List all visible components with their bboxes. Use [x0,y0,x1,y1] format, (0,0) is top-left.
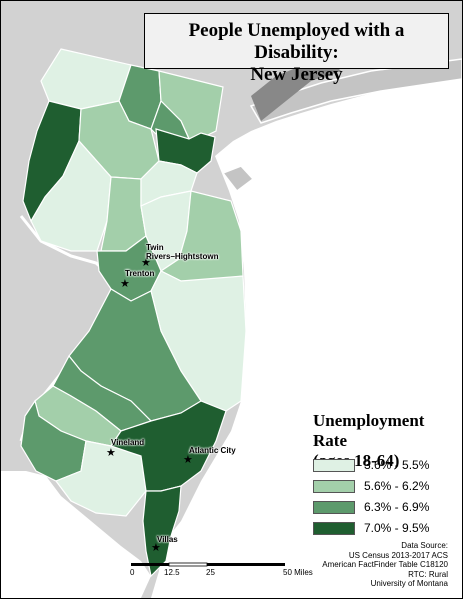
scale-bar-segment [131,563,169,566]
map-title-line2: New Jersey [250,64,343,85]
long-island-land [249,58,462,124]
city-label-villas: Villas [157,535,178,544]
county-sussex [40,48,132,110]
city-label-vineland: Vineland [111,438,145,447]
legend-label: 6.3% - 6.9% [364,500,430,514]
long-island-road [251,61,341,121]
ocean-water [151,71,462,598]
source-line4: RTC: Rural [408,569,448,579]
city-label-atlantic-city: Atlantic City [189,446,236,455]
legend-swatch [313,480,355,493]
city-label-trenton: Trenton [125,269,155,278]
twin-rivers-star-icon: ★ [141,257,151,269]
map-title: People Unemployed with a Disability: New… [144,13,449,85]
trenton-star-icon: ★ [120,278,130,290]
legend-swatch [313,459,355,472]
source-line2: US Census 2013-2017 ACS [348,550,448,560]
map-title-line1: People Unemployed with a Disability: [188,20,405,63]
scale-bar [131,562,285,567]
legend-title-line1: Unemployment Rate [313,411,425,450]
scale-tick-25: 25 [206,568,215,577]
staten-island-land [221,165,255,193]
villas-star-icon: ★ [151,542,161,554]
legend-swatch [313,501,355,514]
atlantic-city-star-icon: ★ [183,454,193,466]
legend-title: Unemployment Rate (ages 18-64) [313,411,453,471]
scale-tick-12-5: 12.5 [164,568,180,577]
scale-bar-segment [207,563,285,566]
vineland-star-icon: ★ [106,447,116,459]
county-layer [20,48,247,578]
legend-swatch [313,522,355,535]
county-atlantic [110,400,227,492]
legend-label: 3.6% - 5.5% [364,458,430,472]
scale-tick-50-miles: 50 Miles [283,568,313,577]
data-source-note: Data Source: US Census 2013-2017 ACS Ame… [322,541,448,589]
city-label-twin-rivers-line1: Twin [146,243,164,252]
scale-tick-0: 0 [130,568,135,577]
source-line5: University of Montana [370,579,448,588]
source-line1: Data Source: [401,541,448,550]
city-label-twin-rivers: Twin Rivers–Hightstown [146,243,218,261]
legend-label: 5.6% - 6.2% [364,479,430,493]
source-line3: American FactFinder Table C18120 [322,560,448,569]
county-hunterdon [30,139,112,252]
city-label-twin-rivers-line2: Rivers–Hightstown [146,252,219,261]
legend-label: 7.0% - 9.5% [364,521,430,535]
delaware-bay-water [1,471,151,598]
scale-bar-segment [168,562,208,567]
county-cape-may [142,485,182,578]
